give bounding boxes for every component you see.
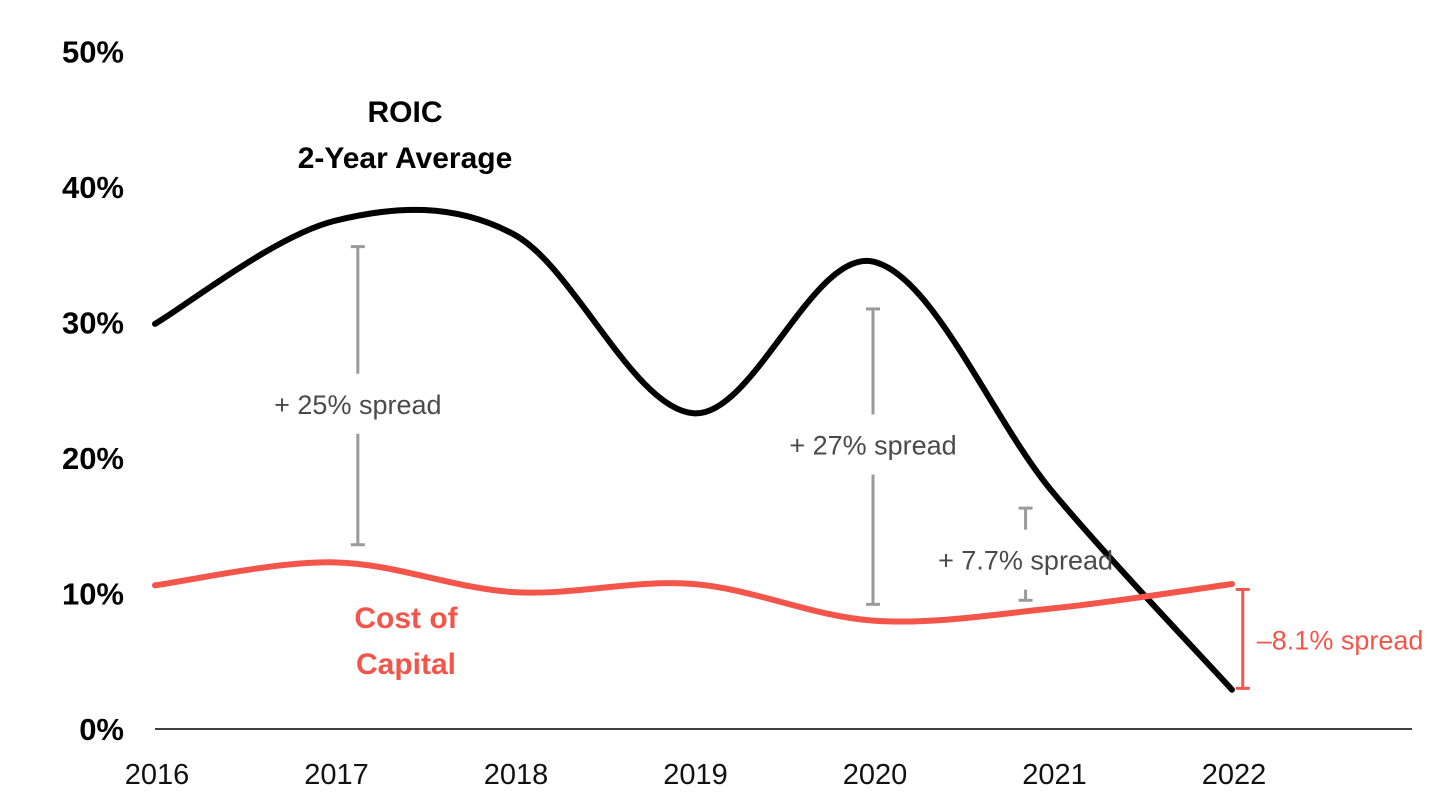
series-label-line: Cost of — [354, 602, 458, 635]
spread-label: –8.1% spread — [1257, 626, 1424, 656]
y-tick-label: 20% — [62, 441, 124, 476]
x-tick-label: 2016 — [125, 759, 190, 791]
cost-of-capital-series-label: Cost of Capital — [354, 602, 458, 681]
x-tick-label: 2018 — [484, 759, 549, 791]
x-tick-label: 2020 — [843, 759, 908, 791]
annotation-layer: + 25% spread + 27% spread + 7.7% spread –8.… — [274, 245, 1424, 690]
roic-series-label: ROIC 2-Year Average — [298, 96, 513, 175]
y-tick-label: 10% — [62, 577, 124, 612]
y-tick-label: 40% — [62, 170, 124, 205]
x-tick-label: 2022 — [1202, 759, 1267, 791]
y-tick-label: 0% — [79, 712, 124, 747]
spread-annotation: –8.1% spread — [1235, 587, 1424, 690]
spread-label: + 27% spread — [789, 430, 956, 460]
roic-line — [152, 206, 1235, 693]
spread-annotation: + 7.7% spread — [938, 506, 1113, 602]
spread-label: + 25% spread — [274, 390, 441, 420]
series-label-line: 2-Year Average — [298, 142, 513, 175]
spread-annotation: + 25% spread — [274, 245, 442, 547]
x-tick-label: 2021 — [1022, 759, 1087, 791]
y-tick-label: 30% — [62, 306, 124, 341]
y-axis: 0% 10% 20% 30% 40% 50% — [62, 35, 124, 748]
x-tick-label: 2017 — [304, 759, 369, 791]
series-label-layer: ROIC 2-Year Average Cost of Capital — [298, 96, 513, 681]
series-label-line: ROIC — [368, 96, 443, 129]
spread-annotation: + 27% spread — [789, 307, 957, 606]
series-label-line: Capital — [356, 648, 456, 681]
x-axis: 2016 2017 2018 2019 2020 2021 2022 — [125, 728, 1412, 791]
cost-of-capital-line — [152, 559, 1235, 625]
spread-label: + 7.7% spread — [938, 546, 1113, 576]
x-tick-label: 2019 — [663, 759, 728, 791]
series-layer — [152, 206, 1235, 693]
y-tick-label: 50% — [62, 35, 124, 70]
